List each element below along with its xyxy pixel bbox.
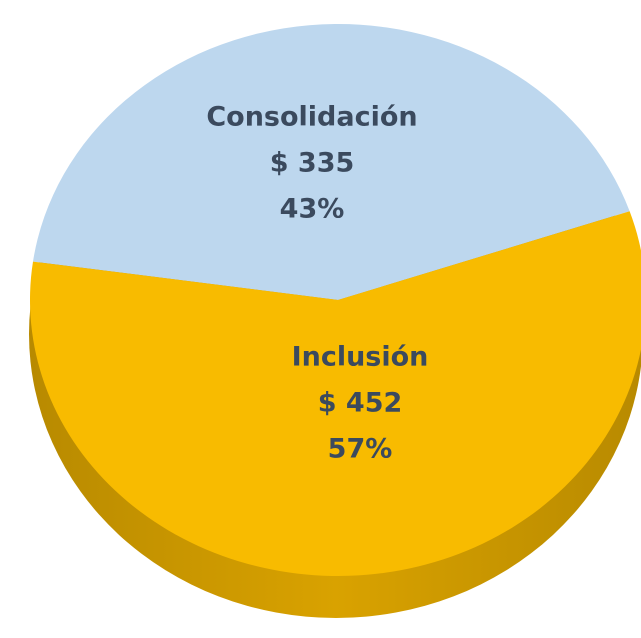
pie-slice <box>30 211 641 577</box>
category-label: Consolidación <box>206 102 417 133</box>
percent-label: 43% <box>280 194 345 225</box>
percent-label: 57% <box>328 434 393 465</box>
value-label: $ 335 <box>270 148 355 179</box>
category-label: Inclusión <box>292 342 429 373</box>
value-label: $ 452 <box>318 388 403 419</box>
pie-slice <box>32 24 630 301</box>
